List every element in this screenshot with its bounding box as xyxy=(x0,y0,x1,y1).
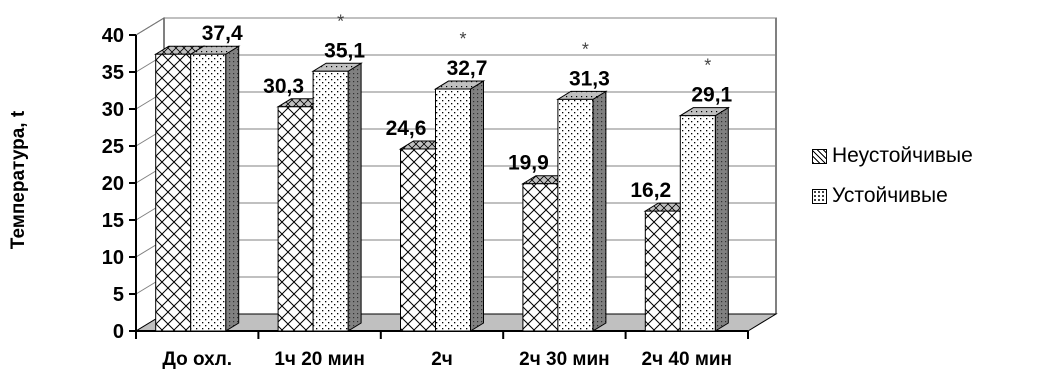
significance-marker: * xyxy=(459,29,466,49)
legend-swatch-cross-icon xyxy=(812,148,827,164)
data-label: 31,3 xyxy=(569,67,610,90)
x-tick-label: 2ч 30 мин xyxy=(519,349,610,370)
y-tick-label: 15 xyxy=(102,210,124,232)
x-tick-label: 2ч 40 мин xyxy=(642,349,733,370)
gridline xyxy=(135,17,165,36)
y-tick-label: 35 xyxy=(102,62,124,84)
data-label: 29,1 xyxy=(691,84,732,107)
bar-face xyxy=(155,53,192,332)
legend-item-unstable: Неустойчивые xyxy=(812,136,973,176)
bar-face xyxy=(679,115,716,332)
data-label: 19,9 xyxy=(508,152,549,175)
bar-side xyxy=(470,80,484,332)
y-tick-label: 10 xyxy=(102,247,124,269)
legend-item-stable: Устойчивые xyxy=(812,176,973,216)
bar-stable xyxy=(188,45,241,332)
bar-side xyxy=(714,106,729,332)
x-tick-label: До охл. xyxy=(162,349,232,370)
y-tick-label: 30 xyxy=(102,99,124,121)
bar-face xyxy=(277,106,314,332)
bar-face xyxy=(522,183,559,332)
bar-face xyxy=(435,88,471,332)
bar-face xyxy=(557,98,594,332)
significance-marker: * xyxy=(582,39,589,59)
bar-side xyxy=(347,62,362,332)
significance-marker: * xyxy=(704,56,711,76)
y-axis-label-box: Температура, t xyxy=(6,40,34,320)
y-tick-label: 0 xyxy=(113,321,124,343)
legend-label: Устойчивые xyxy=(832,184,948,207)
significance-marker: * xyxy=(337,11,344,31)
data-label: 30,3 xyxy=(263,75,304,98)
bar-face xyxy=(190,53,227,332)
y-tick-label: 20 xyxy=(102,173,124,195)
legend: Неустойчивые Устойчивые xyxy=(812,136,973,216)
data-label: 16,2 xyxy=(630,179,671,202)
x-tick-label: 1ч 20 мин xyxy=(274,349,365,370)
bar-face xyxy=(400,148,436,332)
y-axis-label: Температура, t xyxy=(8,110,29,249)
bar-face xyxy=(312,70,349,332)
bar-stable xyxy=(311,62,363,332)
legend-swatch-dots-icon xyxy=(812,188,827,204)
data-label: 35,1 xyxy=(324,39,365,62)
bar-stable xyxy=(678,106,731,332)
bar-stable xyxy=(556,90,608,332)
data-label: 24,6 xyxy=(386,117,427,140)
bar-side xyxy=(592,90,607,332)
data-label: 37,4 xyxy=(202,22,243,45)
y-tick-label: 5 xyxy=(113,284,124,306)
x-tick-label: 2ч xyxy=(431,349,453,370)
bar-stable xyxy=(433,80,486,332)
data-label: 32,7 xyxy=(447,57,488,80)
bar-face xyxy=(644,210,681,332)
legend-label: Неустойчивые xyxy=(832,144,973,167)
y-axis-label-svg: Температура, t xyxy=(8,110,29,249)
y-tick-label: 40 xyxy=(102,25,124,47)
y-tick-label: 25 xyxy=(102,136,124,158)
bar-side xyxy=(225,45,240,332)
